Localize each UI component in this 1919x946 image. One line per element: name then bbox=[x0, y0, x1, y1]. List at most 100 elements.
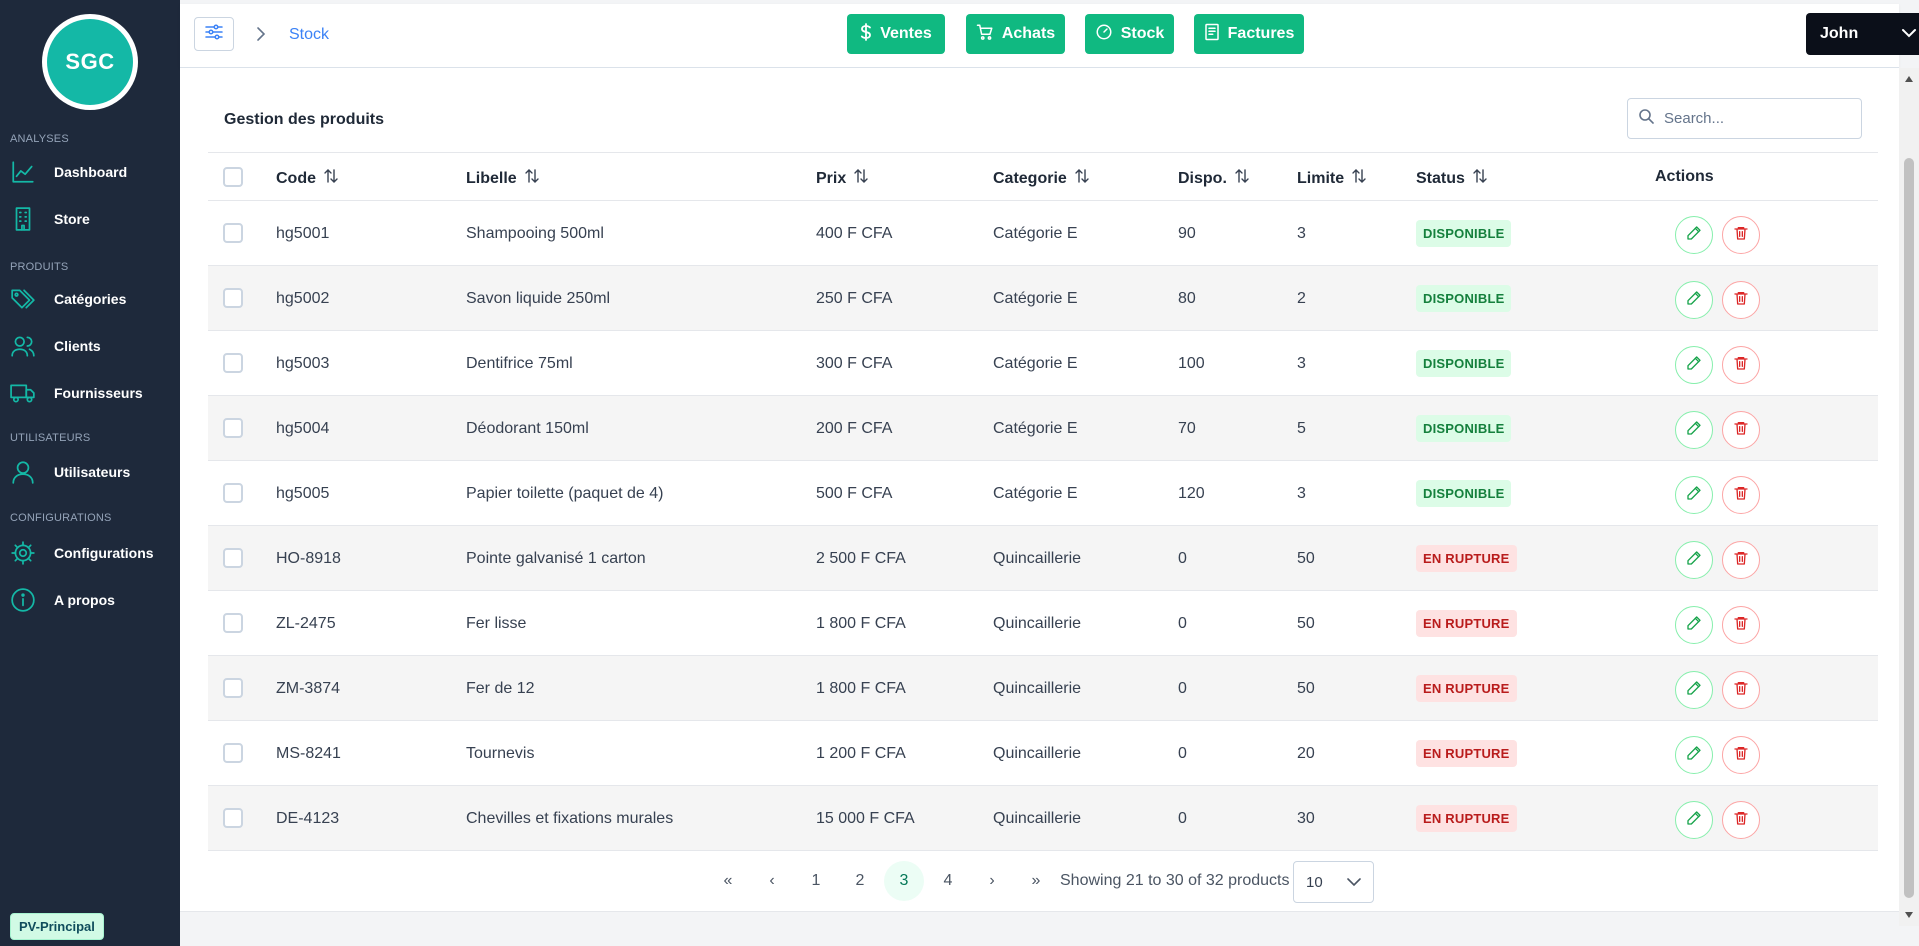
row-checkbox[interactable] bbox=[223, 613, 243, 633]
sidebar-item-a-propos[interactable]: A propos bbox=[10, 584, 175, 616]
sidebar-item-store[interactable]: Store bbox=[10, 203, 175, 235]
row-checkbox[interactable] bbox=[223, 418, 243, 438]
last-page-button[interactable]: » bbox=[1016, 861, 1056, 901]
edit-button[interactable] bbox=[1675, 606, 1713, 644]
column-header-categorie[interactable]: Categorie bbox=[993, 168, 1089, 189]
nav-label: Ventes bbox=[880, 25, 932, 42]
cell-code: hg5005 bbox=[276, 485, 330, 502]
delete-button[interactable] bbox=[1722, 606, 1760, 644]
table-row[interactable]: hg5002 Savon liquide 250ml 250 F CFA Catégo… bbox=[208, 266, 1878, 331]
nav-stock-button[interactable]: Stock bbox=[1085, 14, 1174, 54]
scrollbar-thumb[interactable] bbox=[1904, 158, 1914, 898]
next-page-button[interactable]: › bbox=[972, 861, 1012, 901]
trash-icon bbox=[1733, 420, 1749, 441]
column-header-code[interactable]: Code bbox=[276, 168, 338, 189]
row-checkbox[interactable] bbox=[223, 483, 243, 503]
row-checkbox[interactable] bbox=[223, 223, 243, 243]
page-button-4[interactable]: 4 bbox=[928, 861, 968, 901]
search-input[interactable] bbox=[1664, 110, 1844, 127]
delete-button[interactable] bbox=[1722, 281, 1760, 319]
edit-button[interactable] bbox=[1675, 736, 1713, 774]
cell-prix: 200 F CFA bbox=[816, 420, 893, 437]
edit-button[interactable] bbox=[1675, 346, 1713, 384]
row-checkbox[interactable] bbox=[223, 353, 243, 373]
sidebar-item-categories[interactable]: Catégories bbox=[10, 283, 175, 315]
page-button-1[interactable]: 1 bbox=[796, 861, 836, 901]
cell-dispo: 80 bbox=[1178, 290, 1196, 307]
last-page-label: » bbox=[1031, 872, 1041, 889]
cell-prix: 250 F CFA bbox=[816, 290, 893, 307]
edit-button[interactable] bbox=[1675, 411, 1713, 449]
edit-button[interactable] bbox=[1675, 801, 1713, 839]
breadcrumb[interactable]: Stock bbox=[289, 26, 330, 43]
table-row[interactable]: DE-4123 Chevilles et fixations murales 15 … bbox=[208, 786, 1878, 851]
edit-button[interactable] bbox=[1675, 476, 1713, 514]
filter-toggle-button[interactable] bbox=[194, 17, 234, 51]
cell-limite: 3 bbox=[1297, 485, 1306, 502]
scroll-down-icon[interactable] bbox=[1904, 906, 1914, 924]
tags-icon bbox=[10, 286, 36, 312]
cell-dispo: 100 bbox=[1178, 355, 1205, 372]
column-header-status[interactable]: Status bbox=[1416, 168, 1487, 189]
user-menu-button[interactable]: John bbox=[1806, 13, 1919, 55]
nav-factures-button[interactable]: Factures bbox=[1194, 14, 1304, 54]
scroll-up-icon[interactable] bbox=[1904, 70, 1914, 88]
table-row[interactable]: ZL-2475 Fer lisse 1 800 F CFA Quincaillerie… bbox=[208, 591, 1878, 656]
edit-button[interactable] bbox=[1675, 671, 1713, 709]
section-label-configurations: CONFIGURATIONS bbox=[10, 512, 112, 524]
select-all-checkbox[interactable] bbox=[223, 167, 243, 187]
table-row[interactable]: ZM-3874 Fer de 12 1 800 F CFA Quincaillerie… bbox=[208, 656, 1878, 721]
delete-button[interactable] bbox=[1722, 476, 1760, 514]
trash-icon bbox=[1733, 290, 1749, 311]
sidebar-item-clients[interactable]: Clients bbox=[10, 330, 175, 362]
edit-button[interactable] bbox=[1675, 281, 1713, 319]
table-row[interactable]: HO-8918 Pointe galvanisé 1 carton 2 500 F … bbox=[208, 526, 1878, 591]
delete-button[interactable] bbox=[1722, 541, 1760, 579]
row-checkbox[interactable] bbox=[223, 288, 243, 308]
pencil-icon bbox=[1686, 225, 1702, 246]
delete-button[interactable] bbox=[1722, 736, 1760, 774]
table-row[interactable]: hg5003 Dentifrice 75ml 300 F CFA Catégorie … bbox=[208, 331, 1878, 396]
search-box[interactable] bbox=[1627, 98, 1862, 139]
row-checkbox[interactable] bbox=[223, 743, 243, 763]
cell-categorie: Quincaillerie bbox=[993, 615, 1082, 632]
prev-page-button[interactable]: ‹ bbox=[752, 861, 792, 901]
delete-button[interactable] bbox=[1722, 216, 1760, 254]
sidebar-item-dashboard[interactable]: Dashboard bbox=[10, 156, 175, 188]
row-checkbox[interactable] bbox=[223, 678, 243, 698]
column-label: Libelle bbox=[466, 169, 517, 187]
sidebar-item-configurations[interactable]: Configurations bbox=[10, 537, 175, 569]
column-header-limite[interactable]: Limite bbox=[1297, 168, 1366, 189]
table-row[interactable]: hg5004 Déodorant 150ml 200 F CFA Catégorie … bbox=[208, 396, 1878, 461]
column-header-libelle[interactable]: Libelle bbox=[466, 168, 539, 189]
table-row[interactable]: hg5005 Papier toilette (paquet de 4) 500 F… bbox=[208, 461, 1878, 526]
column-header-dispo[interactable]: Dispo. bbox=[1178, 168, 1249, 189]
column-header-prix[interactable]: Prix bbox=[816, 168, 868, 189]
pencil-icon bbox=[1686, 355, 1702, 376]
store-badge[interactable]: PV-Principal bbox=[10, 913, 104, 940]
first-page-button[interactable]: « bbox=[708, 861, 748, 901]
delete-button[interactable] bbox=[1722, 671, 1760, 709]
cell-limite: 50 bbox=[1297, 680, 1315, 697]
row-checkbox[interactable] bbox=[223, 808, 243, 828]
rows-per-page-select[interactable]: 10 bbox=[1293, 861, 1374, 903]
sidebar-item-label: A propos bbox=[54, 592, 115, 608]
delete-button[interactable] bbox=[1722, 411, 1760, 449]
page-button-3-current[interactable]: 3 bbox=[884, 861, 924, 901]
nav-achats-button[interactable]: Achats bbox=[966, 14, 1065, 54]
delete-button[interactable] bbox=[1722, 346, 1760, 384]
nav-ventes-button[interactable]: Ventes bbox=[847, 14, 945, 54]
edit-button[interactable] bbox=[1675, 216, 1713, 254]
app-logo[interactable]: SGC bbox=[42, 14, 138, 110]
table-row[interactable]: MS-8241 Tournevis 1 200 F CFA Quincaillerie… bbox=[208, 721, 1878, 786]
table-row[interactable]: hg5001 Shampooing 500ml 400 F CFA Catégorie… bbox=[208, 201, 1878, 266]
sidebar-item-fournisseurs[interactable]: Fournisseurs bbox=[10, 377, 175, 409]
edit-button[interactable] bbox=[1675, 541, 1713, 579]
sidebar-item-utilisateurs[interactable]: Utilisateurs bbox=[10, 456, 175, 488]
page-button-2[interactable]: 2 bbox=[840, 861, 880, 901]
trash-icon bbox=[1733, 355, 1749, 376]
user-icon bbox=[10, 459, 36, 485]
delete-button[interactable] bbox=[1722, 801, 1760, 839]
row-checkbox[interactable] bbox=[223, 548, 243, 568]
pencil-icon bbox=[1686, 485, 1702, 506]
